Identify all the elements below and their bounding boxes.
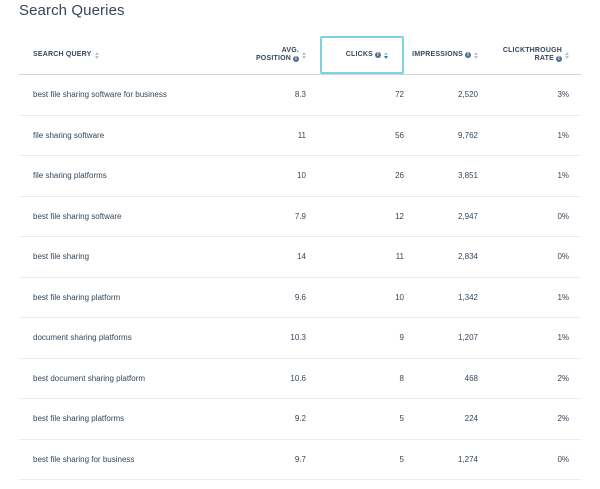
cell-clicks: 11 xyxy=(395,252,404,262)
cell-impressions: 3,851 xyxy=(457,171,478,181)
cell-ctr: 2% xyxy=(557,414,569,424)
cell-ctr: 0% xyxy=(557,211,569,221)
table-row: document sharing platforms 10.3 9 1,207 … xyxy=(19,318,581,359)
header-ctr-line1: CLICKTHROUGH xyxy=(502,47,562,54)
cell-clicks: 26 xyxy=(395,171,404,181)
sort-descending-icon xyxy=(384,51,388,59)
cell-position: 9.7 xyxy=(294,454,306,464)
header-search-query[interactable]: SEARCH QUERY xyxy=(19,36,239,74)
info-icon[interactable]: i xyxy=(465,52,471,58)
cell-query: file sharing software xyxy=(33,130,105,140)
cell-query: best file sharing for business xyxy=(33,454,135,464)
cell-impressions: 9,762 xyxy=(457,130,478,140)
sort-arrows-icon xyxy=(565,51,569,59)
header-clicks[interactable]: CLICKS i xyxy=(320,36,404,74)
cell-ctr: 1% xyxy=(557,292,569,302)
cell-query: file sharing platforms xyxy=(33,171,107,181)
cell-clicks: 5 xyxy=(399,454,404,464)
cell-clicks: 72 xyxy=(395,90,404,100)
cell-query: best document sharing platform xyxy=(33,373,146,383)
cell-query: best file sharing platform xyxy=(33,292,121,302)
sort-arrows-icon xyxy=(474,51,478,59)
header-avg-position-line1: AVG. xyxy=(281,47,299,54)
cell-impressions: 1,207 xyxy=(457,333,478,343)
table-row: best file sharing 14 11 2,834 0% xyxy=(19,237,581,278)
table-row: best file sharing platform 9.6 10 1,342 … xyxy=(19,278,581,318)
cell-ctr: 3% xyxy=(557,90,569,100)
info-icon[interactable]: i xyxy=(375,52,381,58)
sort-arrows-icon xyxy=(302,51,306,59)
table-row: file sharing software 11 56 9,762 1% xyxy=(19,116,581,156)
info-icon[interactable]: i xyxy=(556,56,562,62)
cell-impressions: 468 xyxy=(464,373,478,383)
cell-position: 9.2 xyxy=(294,414,306,424)
cell-query: document sharing platforms xyxy=(33,333,132,343)
cell-impressions: 2,834 xyxy=(457,252,478,262)
cell-position: 10.6 xyxy=(290,373,306,383)
table-row: best file sharing platforms 9.2 5 224 2% xyxy=(19,399,581,440)
cell-position: 7.9 xyxy=(294,211,306,221)
cell-clicks: 12 xyxy=(395,211,404,221)
cell-impressions: 224 xyxy=(464,414,478,424)
sort-arrows-icon xyxy=(94,51,99,59)
cell-position: 8.3 xyxy=(294,90,306,100)
header-ctr-line2: RATE xyxy=(534,55,554,62)
cell-impressions: 1,342 xyxy=(457,292,478,302)
header-clickthrough-rate[interactable]: CLICKTHROUGH RATE i xyxy=(489,36,569,74)
table-row: best file sharing software 7.9 12 2,947 … xyxy=(19,197,581,237)
table-row: best file sharing for business 9.7 5 1,2… xyxy=(19,440,581,480)
cell-ctr: 0% xyxy=(557,454,569,464)
cell-ctr: 1% xyxy=(557,171,569,181)
table-row: best file sharing software for business … xyxy=(19,75,581,116)
cell-query: best file sharing software xyxy=(33,211,122,221)
header-avg-position-line2: POSITION xyxy=(255,55,291,62)
header-avg-position[interactable]: AVG. POSITION i xyxy=(244,36,306,74)
cell-clicks: 8 xyxy=(399,373,404,383)
cell-impressions: 2,947 xyxy=(457,211,478,221)
table-row: best document sharing platform 10.6 8 46… xyxy=(19,359,581,399)
cell-query: best file sharing software for business xyxy=(33,90,167,100)
cell-clicks: 10 xyxy=(395,292,404,302)
cell-query: best file sharing platforms xyxy=(33,414,125,424)
header-clicks-label: CLICKS xyxy=(345,51,373,58)
table-body: best file sharing software for business … xyxy=(19,75,581,480)
cell-position: 9.6 xyxy=(294,292,306,302)
header-impressions-label: IMPRESSIONS xyxy=(412,51,463,58)
info-icon[interactable]: i xyxy=(293,56,299,62)
header-impressions[interactable]: IMPRESSIONS i xyxy=(412,36,478,74)
cell-ctr: 1% xyxy=(557,333,569,343)
search-queries-table: SEARCH QUERY AVG. POSITION i CLICKS i IM… xyxy=(19,36,581,480)
cell-impressions: 1,274 xyxy=(457,454,478,464)
page-title: Search Queries xyxy=(19,2,125,19)
cell-clicks: 9 xyxy=(399,333,404,343)
cell-position: 10 xyxy=(297,171,306,181)
cell-impressions: 2,520 xyxy=(457,90,478,100)
table-header: SEARCH QUERY AVG. POSITION i CLICKS i IM… xyxy=(19,36,581,75)
cell-ctr: 1% xyxy=(557,130,569,140)
cell-query: best file sharing xyxy=(33,252,90,262)
cell-clicks: 56 xyxy=(395,130,404,140)
table-row: file sharing platforms 10 26 3,851 1% xyxy=(19,156,581,197)
cell-position: 11 xyxy=(297,130,306,140)
cell-position: 14 xyxy=(297,252,306,262)
cell-ctr: 2% xyxy=(557,373,569,383)
header-search-query-label: SEARCH QUERY xyxy=(33,51,92,58)
cell-ctr: 0% xyxy=(557,252,569,262)
cell-clicks: 5 xyxy=(399,414,404,424)
cell-position: 10.3 xyxy=(290,333,306,343)
